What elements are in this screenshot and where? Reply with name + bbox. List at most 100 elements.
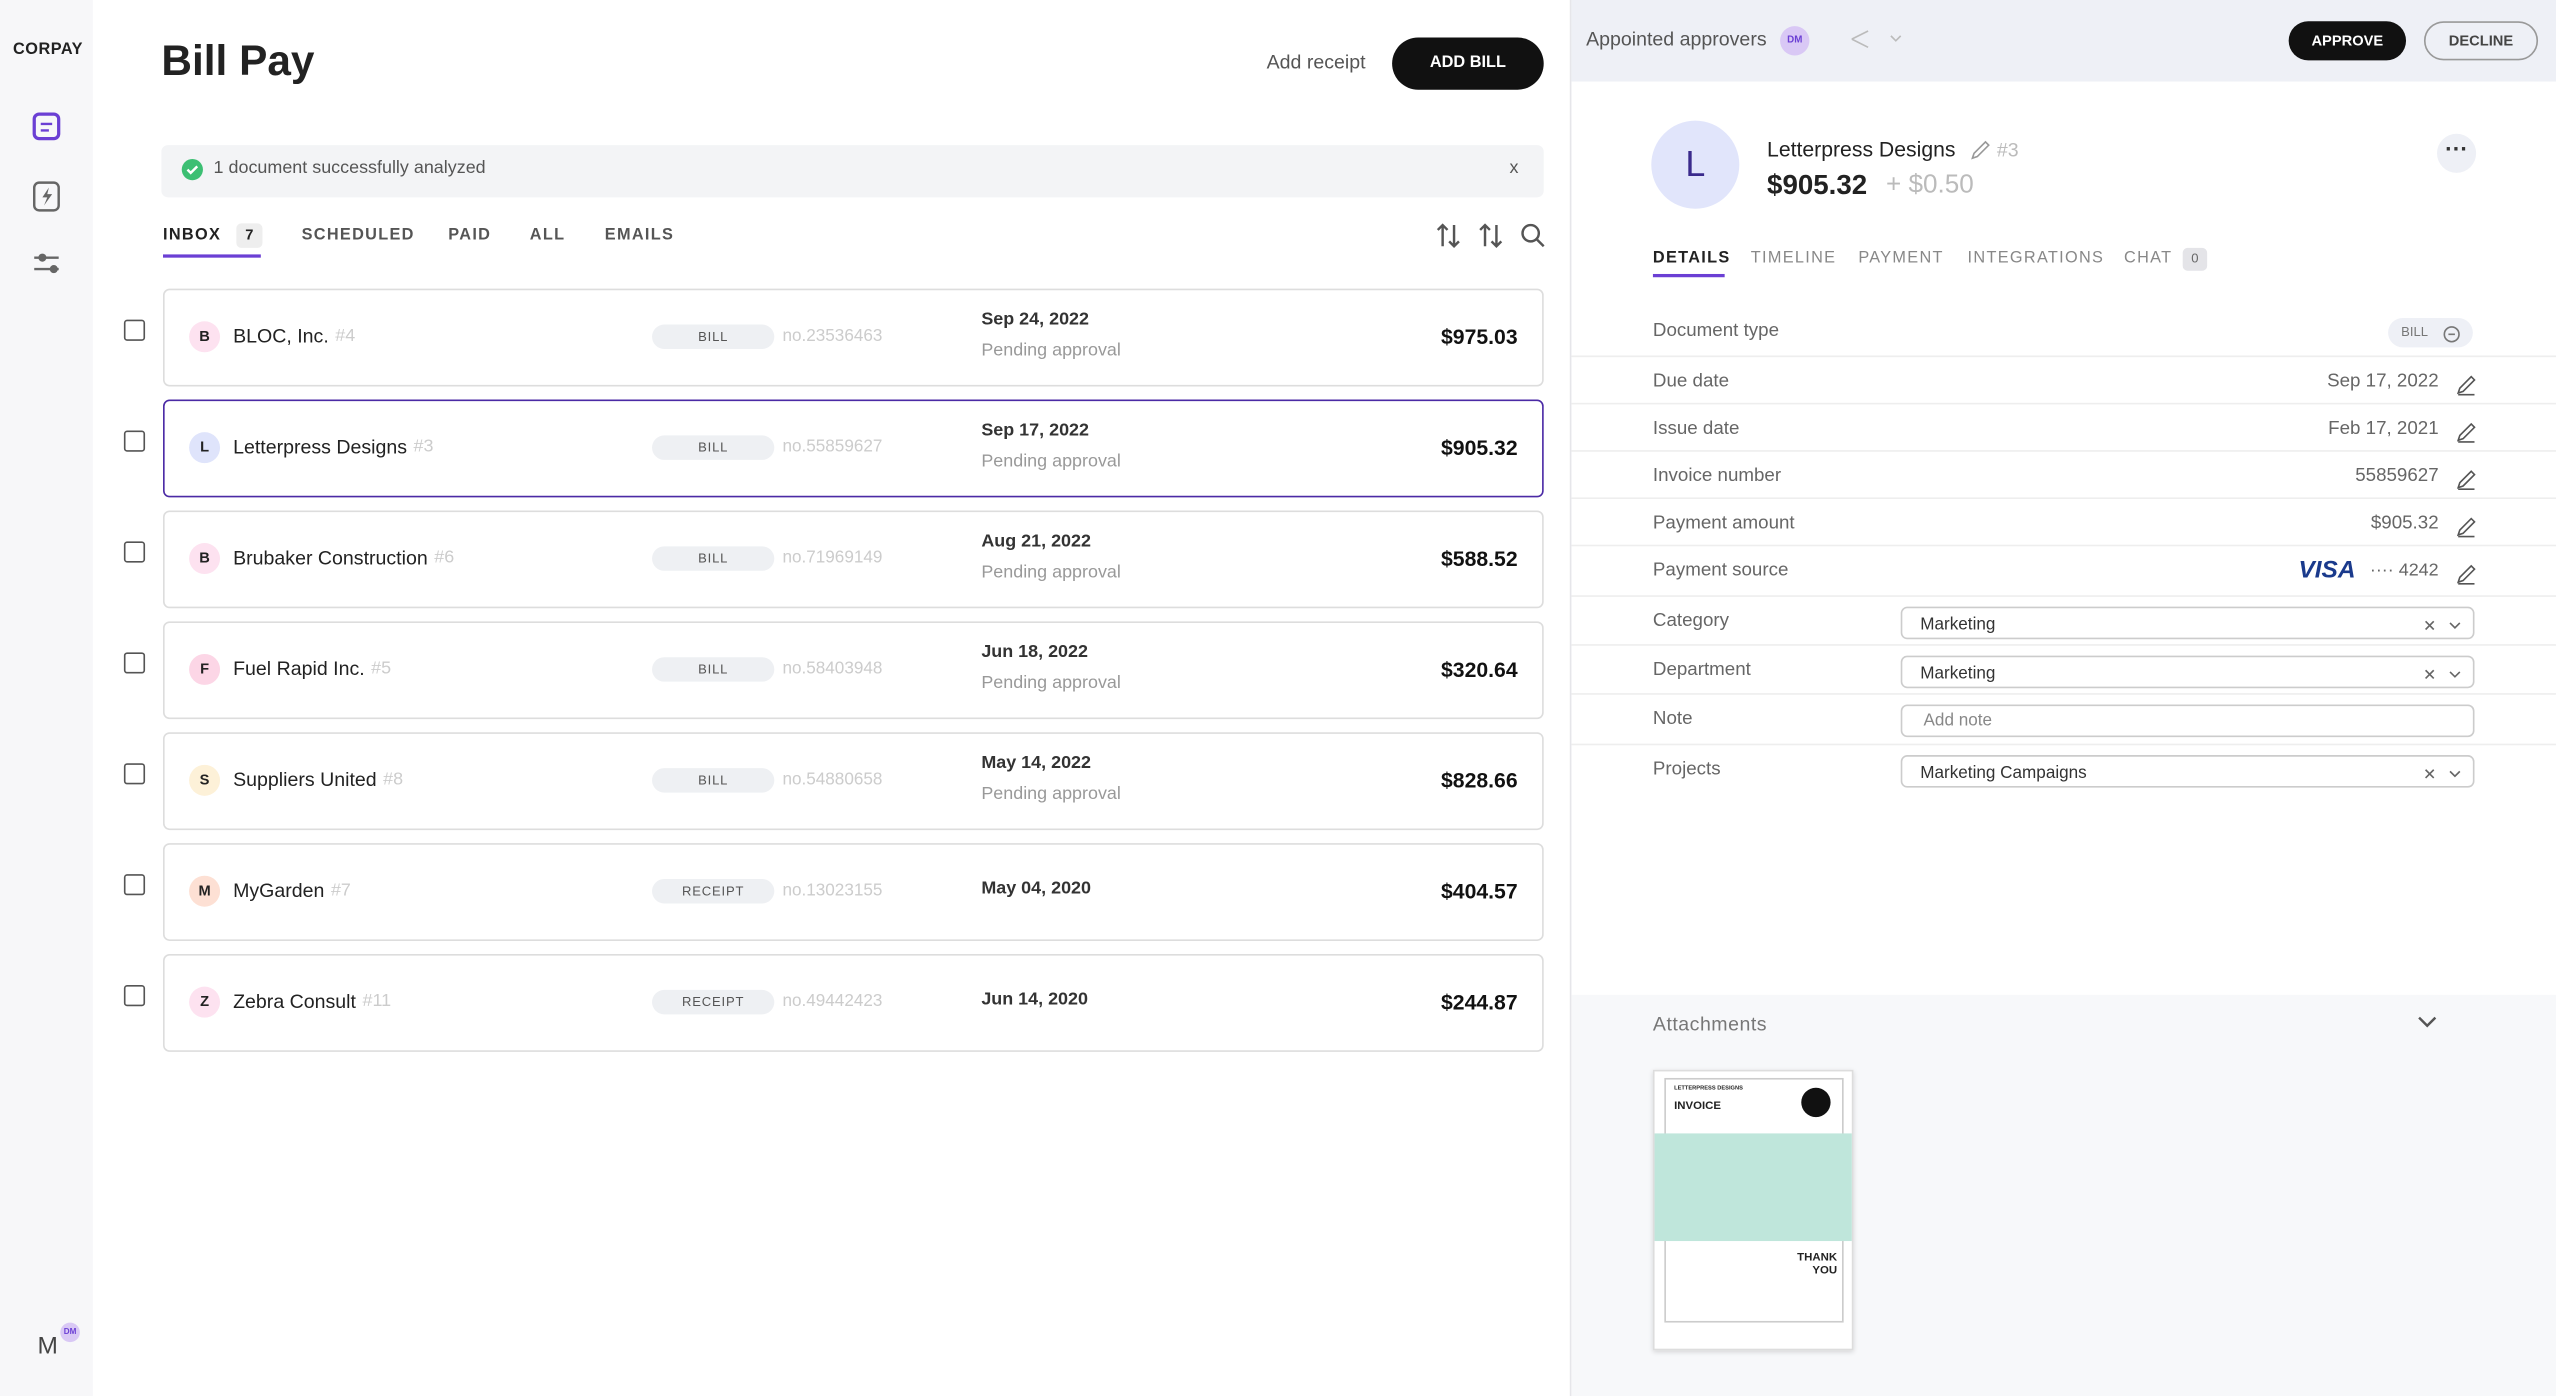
field-divider <box>1571 693 2556 695</box>
checkbox[interactable] <box>123 541 146 563</box>
field-input[interactable] <box>1900 606 2475 640</box>
bill-date: May 04, 2020 <box>981 879 1091 899</box>
edit-icon[interactable] <box>2455 421 2478 452</box>
checkbox[interactable] <box>123 985 146 1007</box>
invoice-thanks: THANK YOU <box>1797 1252 1838 1277</box>
edit-icon[interactable] <box>2455 468 2478 499</box>
field-divider <box>1571 743 2556 746</box>
vendor-name: Fuel Rapid Inc. <box>233 657 365 681</box>
checkbox[interactable] <box>123 430 146 452</box>
field-input[interactable] <box>1900 755 2475 788</box>
notice-close[interactable]: x <box>1509 158 1519 178</box>
bill-amount: $905.32 <box>1767 169 1868 201</box>
decline-button[interactable]: DECLINE <box>2423 21 2539 61</box>
bill-status: Pending approval <box>981 451 1121 472</box>
bill-number: no.49442423 <box>782 991 883 1012</box>
edit-icon[interactable] <box>2455 563 2478 594</box>
invoice-table <box>1654 1133 1852 1242</box>
select-controls[interactable] <box>2422 615 2464 644</box>
invoice-title: INVOICE <box>1674 1100 1722 1113</box>
bill-ref: #4 <box>335 326 356 346</box>
field-divider <box>1571 595 2556 597</box>
select-controls[interactable] <box>2422 763 2464 792</box>
add-bill-button[interactable]: ADD BILL <box>1392 37 1544 90</box>
add-receipt[interactable]: Add receipt <box>1266 50 1366 74</box>
input-placeholder: Add note <box>1923 711 1993 731</box>
select-value: Marketing <box>1920 614 1996 635</box>
bill-row[interactable] <box>163 621 1544 720</box>
field-input[interactable] <box>1900 704 2475 738</box>
detail-tab[interactable]: DETAILS <box>1652 249 1731 268</box>
detail-tab[interactable]: INTEGRATIONS <box>1967 249 2105 268</box>
detail-tab[interactable]: TIMELINE <box>1750 249 1837 268</box>
logo[interactable]: CORPAY <box>13 40 84 59</box>
tab[interactable]: SCHEDULED <box>301 226 415 245</box>
bill-number: no.23536463 <box>782 326 883 346</box>
vendor-avatar: B <box>189 543 221 575</box>
field-label: Category <box>1652 611 1730 632</box>
doc-type: BILL <box>652 546 775 571</box>
bill-date: Jun 18, 2022 <box>981 642 1088 663</box>
checkbox[interactable] <box>123 874 146 896</box>
bill-row[interactable] <box>163 288 1544 387</box>
field-divider <box>1571 544 2556 547</box>
bill-number: no.71969149 <box>782 547 883 568</box>
field-label: Payment source <box>1652 560 1789 581</box>
bill-row[interactable] <box>163 843 1544 941</box>
detail-tab[interactable]: CHAT <box>2124 249 2173 268</box>
approve-button[interactable]: APPROVE <box>2288 21 2407 61</box>
tab[interactable]: ALL <box>529 226 566 245</box>
vendor-name: Zebra Consult <box>233 989 356 1013</box>
edit-icon[interactable] <box>2455 373 2478 404</box>
bill-row[interactable] <box>163 954 1544 1052</box>
select-controls[interactable] <box>2422 664 2464 693</box>
bill-row[interactable] <box>163 399 1544 498</box>
field-value: $905.32 <box>2370 513 2439 534</box>
user-avatar[interactable]: M <box>37 1332 58 1361</box>
field-label: Due date <box>1652 371 1730 392</box>
field-label: Projects <box>1652 759 1721 780</box>
vendor-avatar: M <box>189 875 221 907</box>
doc-type: RECEIPT <box>652 989 775 1015</box>
checkbox[interactable] <box>123 319 146 341</box>
field-label: Payment amount <box>1652 513 1795 534</box>
checkbox[interactable] <box>123 763 146 785</box>
card-last4: ···· 4242 <box>2369 560 2439 581</box>
edit-icon[interactable] <box>1969 139 1992 162</box>
invoice-thumbnail[interactable]: LETTERPRESS DESIGNS INVOICE THANK YOU <box>1652 1069 1854 1351</box>
list-tools[interactable] <box>1434 222 1548 251</box>
bill-status: Pending approval <box>981 340 1121 361</box>
bill-row[interactable] <box>163 510 1544 609</box>
nav-icons[interactable] <box>31 111 67 290</box>
page-title: Bill Pay <box>161 35 315 85</box>
bill-date: May 14, 2022 <box>981 753 1091 773</box>
vendor-name: Brubaker Construction <box>233 546 428 570</box>
bill-number: no.54880658 <box>782 769 883 790</box>
bill-ref: #8 <box>383 769 404 790</box>
tab[interactable]: INBOX <box>163 226 222 245</box>
checkbox[interactable] <box>123 652 146 674</box>
invoice-logo <box>1801 1087 1831 1118</box>
tab[interactable]: PAID <box>448 226 492 245</box>
share-menu[interactable] <box>1849 28 1908 51</box>
bill-fee: + $0.50 <box>1886 171 1974 199</box>
bill-date: Aug 21, 2022 <box>981 531 1091 552</box>
bill-ref: #7 <box>330 880 351 901</box>
more-menu[interactable]: ··· <box>2436 133 2477 173</box>
field-value: Feb 17, 2021 <box>2328 419 2439 439</box>
convert-icon <box>2442 323 2462 352</box>
edit-icon[interactable] <box>2455 515 2478 546</box>
field-value: 55859627 <box>2355 466 2439 486</box>
bill-amount: $975.03 <box>1441 324 1518 349</box>
vendor-name: Letterpress Designs <box>233 435 408 459</box>
collapse-icon[interactable] <box>2416 1014 2439 1030</box>
field-label: Issue date <box>1652 419 1740 439</box>
field-divider <box>1571 497 2556 500</box>
field-value: Sep 17, 2022 <box>2327 371 2439 392</box>
detail-tab[interactable]: PAYMENT <box>1858 249 1944 268</box>
bill-row[interactable] <box>163 732 1544 831</box>
field-divider <box>1571 644 2556 646</box>
field-input[interactable] <box>1900 655 2475 689</box>
tab[interactable]: EMAILS <box>604 226 675 245</box>
